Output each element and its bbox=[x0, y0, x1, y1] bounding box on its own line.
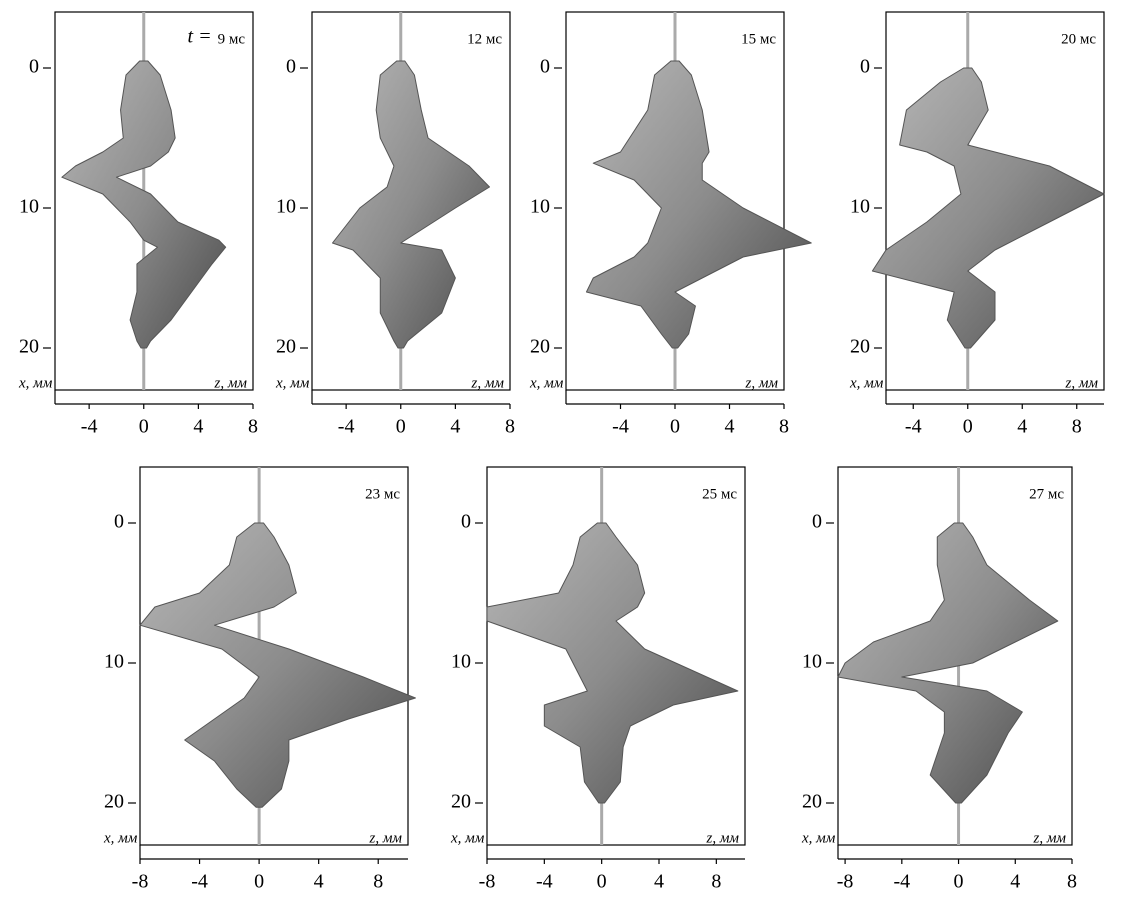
x-tick-label: 0 bbox=[396, 416, 406, 438]
x-tick-label: 0 bbox=[963, 416, 973, 438]
panel: 0 10 20 -8 -4 0 4 8 x, мм z, мм 27 мс bbox=[801, 467, 1077, 893]
x-tick-label: -4 bbox=[81, 416, 98, 438]
x-tick-label: 8 bbox=[1072, 416, 1082, 438]
y-tick-label: 0 bbox=[540, 56, 550, 78]
panel: 0 10 20 -4 0 4 8 x, мм z, мм 20 мс bbox=[849, 12, 1104, 438]
time-label: 27 мс bbox=[1029, 486, 1064, 502]
figure: 0 10 20 -4 0 4 8 x, мм z, мм 9 мс t = 0 10 20 -4 0 4 8 x, … bbox=[0, 0, 1124, 897]
x-axis-label: z, мм bbox=[214, 375, 248, 391]
time-label: 23 мс bbox=[365, 486, 400, 502]
x-tick-label: -8 bbox=[837, 871, 854, 893]
y-tick-label: 10 bbox=[276, 196, 296, 218]
x-tick-label: -4 bbox=[191, 871, 208, 893]
y-tick-label: 10 bbox=[850, 196, 870, 218]
x-tick-label: 0 bbox=[597, 871, 607, 893]
y-tick-label: 10 bbox=[19, 196, 39, 218]
x-tick-label: -8 bbox=[132, 871, 149, 893]
time-label: 12 мс bbox=[467, 31, 502, 47]
y-tick-label: 20 bbox=[451, 791, 471, 813]
y-axis-label: x, мм bbox=[450, 830, 485, 846]
x-tick-label: 8 bbox=[373, 871, 383, 893]
y-tick-label: 10 bbox=[451, 651, 471, 673]
x-tick-label: 4 bbox=[314, 871, 324, 893]
panel: 0 10 20 -4 0 4 8 x, мм z, мм 9 мс t = bbox=[18, 12, 258, 438]
y-tick-label: 10 bbox=[802, 651, 822, 673]
x-axis-label: z, мм bbox=[1065, 375, 1099, 391]
x-tick-label: 4 bbox=[725, 416, 735, 438]
panel: 0 10 20 -4 0 4 8 x, мм z, мм 12 мс bbox=[275, 12, 515, 438]
y-tick-label: 20 bbox=[104, 791, 124, 813]
y-axis-label: x, мм bbox=[18, 375, 53, 391]
time-prefix: t = bbox=[188, 26, 212, 48]
x-tick-label: -4 bbox=[612, 416, 629, 438]
y-tick-label: 20 bbox=[19, 336, 39, 358]
x-tick-label: 4 bbox=[450, 416, 460, 438]
x-tick-label: 8 bbox=[248, 416, 258, 438]
x-tick-label: -4 bbox=[905, 416, 922, 438]
x-axis-label: z, мм bbox=[1033, 830, 1067, 846]
surface-render bbox=[586, 61, 811, 348]
y-axis-label: x, мм bbox=[529, 375, 564, 391]
x-axis-label: z, мм bbox=[471, 375, 505, 391]
y-tick-label: 0 bbox=[29, 56, 39, 78]
time-label: 9 мс bbox=[218, 31, 246, 47]
x-tick-label: 4 bbox=[193, 416, 203, 438]
y-tick-label: 20 bbox=[530, 336, 550, 358]
y-tick-label: 0 bbox=[286, 56, 296, 78]
x-tick-label: 4 bbox=[1017, 416, 1027, 438]
y-tick-label: 10 bbox=[104, 651, 124, 673]
panel: 0 10 20 -8 -4 0 4 8 x, мм z, мм 23 мс bbox=[103, 467, 415, 893]
x-tick-label: 0 bbox=[954, 871, 964, 893]
y-tick-label: 20 bbox=[802, 791, 822, 813]
y-tick-label: 20 bbox=[850, 336, 870, 358]
y-tick-label: 20 bbox=[276, 336, 296, 358]
panel: 0 10 20 -8 -4 0 4 8 x, мм z, мм 25 мс bbox=[450, 467, 745, 893]
y-axis-label: x, мм bbox=[849, 375, 884, 391]
x-tick-label: 0 bbox=[670, 416, 680, 438]
y-axis-label: x, мм bbox=[103, 830, 138, 846]
x-axis-label: z, мм bbox=[745, 375, 779, 391]
x-tick-label: -8 bbox=[479, 871, 496, 893]
y-axis-label: x, мм bbox=[275, 375, 310, 391]
time-label: 15 мс bbox=[741, 31, 776, 47]
x-tick-label: 8 bbox=[779, 416, 789, 438]
y-axis-label: x, мм bbox=[801, 830, 836, 846]
x-tick-label: 0 bbox=[139, 416, 149, 438]
x-tick-label: 8 bbox=[505, 416, 515, 438]
surface-render bbox=[838, 523, 1058, 803]
surface-render bbox=[140, 523, 415, 807]
x-tick-label: 0 bbox=[254, 871, 264, 893]
y-tick-label: 0 bbox=[461, 511, 471, 533]
time-label: 25 мс bbox=[702, 486, 737, 502]
panel: 0 10 20 -4 0 4 8 x, мм z, мм 15 мс bbox=[529, 12, 811, 438]
x-tick-label: -4 bbox=[338, 416, 355, 438]
y-tick-label: 0 bbox=[812, 511, 822, 533]
x-tick-label: 4 bbox=[1010, 871, 1020, 893]
x-axis-label: z, мм bbox=[369, 830, 403, 846]
x-tick-label: 8 bbox=[1067, 871, 1077, 893]
surface-render bbox=[487, 523, 738, 803]
x-tick-label: -4 bbox=[893, 871, 910, 893]
y-tick-label: 10 bbox=[530, 196, 550, 218]
x-tick-label: 8 bbox=[711, 871, 721, 893]
time-label: 20 мс bbox=[1061, 31, 1096, 47]
surface-render bbox=[332, 61, 489, 348]
surface-render bbox=[872, 68, 1104, 348]
y-tick-label: 0 bbox=[860, 56, 870, 78]
x-tick-label: 4 bbox=[654, 871, 664, 893]
x-axis-label: z, мм bbox=[706, 830, 740, 846]
surface-render bbox=[62, 61, 226, 348]
y-tick-label: 0 bbox=[114, 511, 124, 533]
x-tick-label: -4 bbox=[536, 871, 553, 893]
